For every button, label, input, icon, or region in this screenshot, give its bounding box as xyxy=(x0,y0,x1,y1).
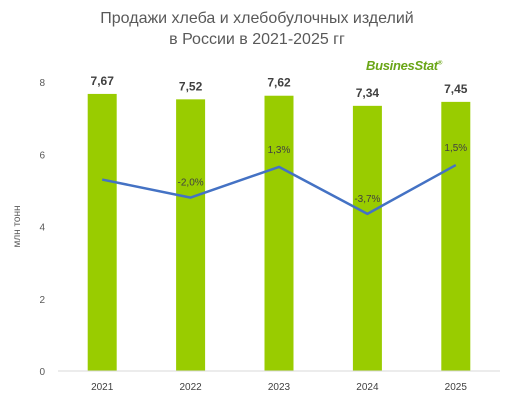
y-tick-label: 2 xyxy=(39,295,45,306)
bar-2024 xyxy=(352,105,382,371)
growth-label: -2,0% xyxy=(178,178,204,189)
x-tick-label: 2024 xyxy=(356,382,379,393)
chart-title-line-2: в России в 2021-2025 гг xyxy=(169,31,345,48)
bar-2021 xyxy=(87,93,117,371)
y-tick-label: 0 xyxy=(39,367,45,378)
x-tick-label: 2021 xyxy=(91,382,114,393)
x-tick-label: 2022 xyxy=(179,382,202,393)
bar-value-label: 7,45 xyxy=(444,82,468,96)
y-tick-label: 6 xyxy=(39,150,45,161)
x-tick-label: 2025 xyxy=(445,382,468,393)
growth-line xyxy=(101,163,457,216)
businesstat-logo: BusinesStat® xyxy=(366,58,442,73)
logo-text: BusinesStat xyxy=(366,58,438,73)
y-tick-label: 8 xyxy=(39,78,45,89)
bar-value-label: 7,67 xyxy=(91,74,115,88)
growth-label: 1,3% xyxy=(268,145,291,156)
bar-value-label: 7,62 xyxy=(267,76,291,90)
bar-2023 xyxy=(264,95,294,371)
growth-label: 1,5% xyxy=(444,143,467,154)
growth-label: -3,7% xyxy=(354,194,380,205)
bar-value-label: 7,34 xyxy=(356,86,380,100)
x-tick-label: 2023 xyxy=(268,382,291,393)
chart-title-line-1: Продажи хлеба и хлебобулочных изделий xyxy=(100,10,414,27)
bar-value-label: 7,52 xyxy=(179,79,203,93)
chart-title: Продажи хлеба и хлебобулочных изделий в … xyxy=(0,8,514,50)
bar-2022 xyxy=(176,99,206,371)
bar-2025 xyxy=(441,101,471,372)
y-axis-label: млн тонн xyxy=(12,205,23,247)
y-tick-label: 4 xyxy=(39,223,45,234)
